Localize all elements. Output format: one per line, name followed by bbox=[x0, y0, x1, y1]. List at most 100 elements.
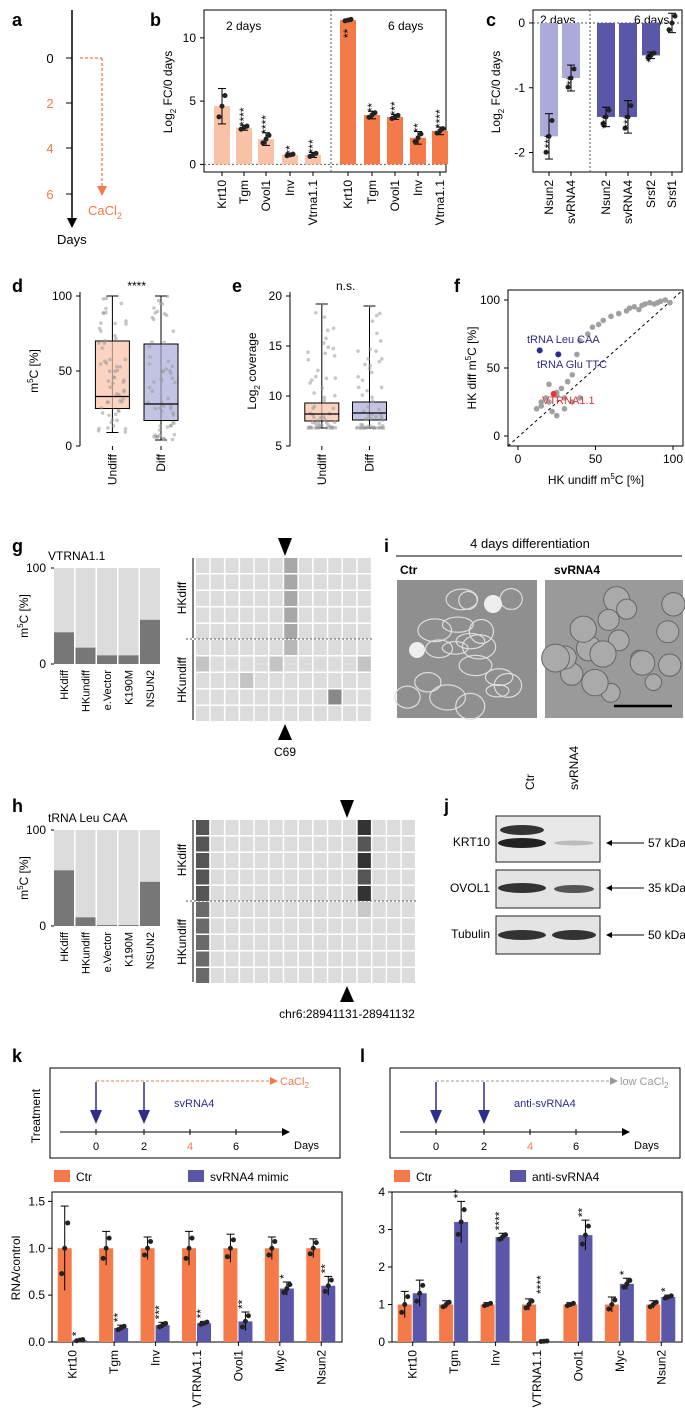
data-point bbox=[381, 424, 385, 428]
heatmap-cell bbox=[225, 836, 239, 852]
cell bbox=[629, 650, 656, 676]
heatmap-cell bbox=[269, 591, 283, 606]
heatmap-cell bbox=[254, 706, 268, 721]
bar-background bbox=[97, 830, 117, 926]
cell bbox=[541, 643, 570, 673]
heatmap-cell bbox=[298, 902, 313, 917]
heatmap-cell bbox=[254, 689, 268, 705]
heatmap-cell bbox=[240, 820, 254, 835]
y-axis-label-sup: 5 bbox=[16, 623, 25, 628]
arrowhead-ovol1 bbox=[606, 885, 612, 891]
data-point bbox=[612, 1297, 618, 1303]
data-point bbox=[314, 424, 319, 429]
data-point bbox=[318, 415, 323, 420]
heatmap-cell bbox=[210, 558, 224, 573]
data-point bbox=[97, 426, 101, 431]
heatmap-cell bbox=[196, 918, 210, 934]
y-axis-label-sup: 5 bbox=[464, 355, 473, 360]
bar bbox=[454, 1222, 469, 1342]
significance-stars: **** bbox=[534, 1275, 548, 1294]
cell bbox=[441, 616, 474, 633]
data-point bbox=[313, 150, 319, 156]
heatmap-cell bbox=[269, 624, 283, 639]
heatmap-cell bbox=[313, 853, 327, 868]
y-tick-label-0: 0 bbox=[39, 919, 46, 933]
significance-stars: * bbox=[277, 1274, 291, 1279]
data-point bbox=[577, 395, 583, 401]
data-point bbox=[323, 417, 327, 422]
data-point bbox=[306, 357, 311, 362]
x-tick-label: NSUN2 bbox=[145, 932, 157, 969]
data-point bbox=[113, 412, 118, 417]
data-point bbox=[546, 399, 552, 405]
heatmap-cell bbox=[313, 673, 327, 688]
heatmap-cell bbox=[254, 902, 268, 917]
data-point bbox=[595, 321, 602, 328]
bar bbox=[306, 1248, 321, 1342]
y-axis-label-rest: FC/0 days bbox=[161, 51, 175, 109]
cell bbox=[468, 618, 495, 645]
x-tick-label: 0 bbox=[515, 452, 522, 466]
cell bbox=[485, 684, 510, 698]
data-point bbox=[420, 1282, 426, 1288]
x-tick-label: 100 bbox=[663, 452, 683, 466]
data-point bbox=[284, 1286, 290, 1292]
data-point bbox=[266, 132, 272, 138]
data-point bbox=[118, 399, 122, 403]
group-label-6days: 6 days bbox=[388, 19, 423, 33]
y-axis-label-main: m bbox=[17, 628, 31, 638]
data-point bbox=[161, 369, 166, 373]
significance-stars: *** bbox=[306, 139, 320, 153]
timeline-arrowhead bbox=[67, 218, 77, 228]
data-point bbox=[371, 425, 376, 429]
heatmap-cell bbox=[196, 886, 210, 901]
cell bbox=[394, 685, 421, 709]
data-point bbox=[168, 368, 172, 373]
x-tick-label: HKdiff bbox=[59, 669, 71, 700]
data-point bbox=[326, 345, 331, 349]
data-point bbox=[100, 1255, 106, 1261]
micrograph-title: 4 days differentiation bbox=[470, 536, 590, 551]
significance-stars: * bbox=[70, 1331, 84, 1336]
legend-label-ctr: Ctr bbox=[416, 1170, 432, 1184]
heatmap-cell bbox=[210, 869, 224, 885]
arrowhead-krt10 bbox=[606, 840, 612, 846]
heatmap-cell bbox=[240, 935, 254, 950]
heatmap-cell bbox=[401, 836, 415, 852]
size-label-35: 35 kDa bbox=[648, 881, 685, 895]
y-tick-label: 2 bbox=[378, 1260, 385, 1274]
bar bbox=[432, 130, 448, 165]
heatmap-cell bbox=[343, 558, 357, 573]
x-tick-label: Inv bbox=[411, 180, 425, 196]
heatmap-cell bbox=[313, 640, 327, 655]
heatmap-cell bbox=[240, 574, 254, 590]
heatmap-cell bbox=[328, 689, 342, 705]
heatmap-cell bbox=[210, 689, 224, 705]
heatmap-cell bbox=[372, 902, 386, 917]
heatmap-cell bbox=[328, 591, 342, 606]
panel-label-g: g bbox=[12, 536, 23, 556]
x-tick-label: HKundiff bbox=[81, 669, 93, 712]
data-point bbox=[159, 400, 164, 405]
bar bbox=[412, 1293, 427, 1342]
heatmap-cell bbox=[357, 902, 371, 917]
heatmap-cell bbox=[313, 820, 327, 835]
data-point bbox=[322, 395, 327, 400]
y-axis-label-sub: 2 bbox=[253, 385, 262, 390]
heatmap-cell bbox=[269, 968, 283, 983]
data-point bbox=[108, 357, 112, 362]
significance-stars: **** bbox=[433, 109, 447, 128]
heatmap-cell bbox=[240, 607, 254, 623]
bar bbox=[75, 917, 96, 926]
data-point bbox=[332, 353, 337, 358]
data-point bbox=[111, 381, 115, 386]
heatmap-cell bbox=[254, 656, 268, 672]
highlight-point bbox=[550, 390, 557, 397]
panel-label-l: l bbox=[360, 1046, 365, 1066]
y-axis-label: RNA/control bbox=[9, 1236, 23, 1301]
data-point bbox=[124, 322, 128, 326]
heatmap-cell bbox=[298, 820, 313, 835]
data-point bbox=[310, 420, 315, 425]
data-point bbox=[157, 428, 162, 432]
